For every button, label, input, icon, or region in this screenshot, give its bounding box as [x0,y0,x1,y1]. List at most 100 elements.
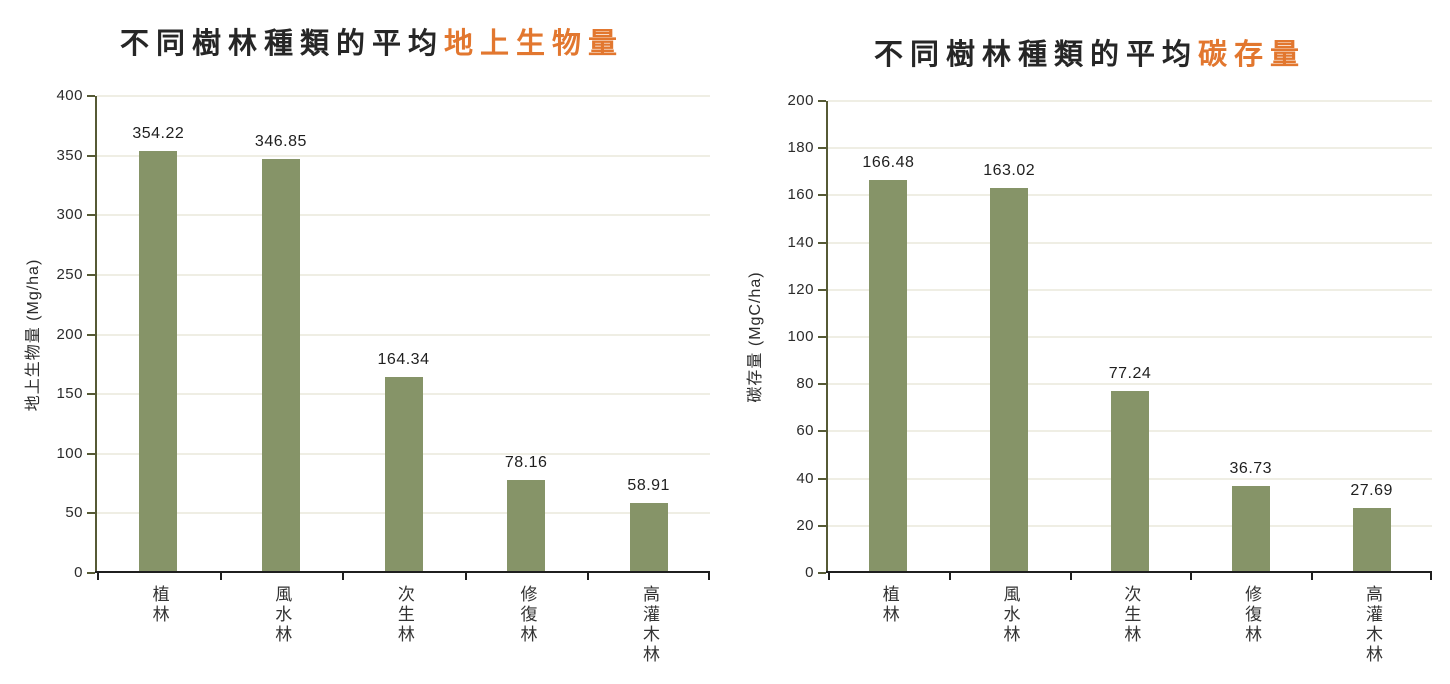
x-tick [708,573,710,580]
y-tick [818,194,826,197]
gridline [97,333,710,336]
x-tick [342,573,345,580]
x-tick [464,573,467,580]
y-tick-label: 120 [787,280,814,298]
category-label: 修復林 [1242,585,1262,645]
bar [507,479,546,573]
y-tick [818,572,826,574]
category-label: 次生林 [394,585,414,645]
category-label: 高灌木林 [1362,585,1382,665]
bar [1231,486,1270,573]
y-tick-label: 200 [787,92,814,109]
gridline [97,273,710,276]
x-tick [219,573,222,580]
y-tick-label: 100 [787,328,814,345]
y-axis-line [826,101,828,573]
biomass-title-highlight: 地上生物量 [444,28,625,60]
y-tick [87,95,95,97]
x-tick [828,573,830,580]
y-tick-label: 350 [56,146,83,164]
bar-value-label: 27.69 [1350,481,1393,499]
y-tick-label: 200 [56,325,83,343]
gridline [828,336,1432,338]
gridline [828,147,1432,150]
bar [629,502,668,573]
bar [869,180,908,573]
y-tick-label: 0 [805,564,814,581]
y-tick-label: 20 [796,516,814,534]
x-tick [948,573,951,580]
y-tick [87,393,95,396]
biomass-plot-area: 354.22 植林 346.85 風水林 164.34 次生林 78.16 修復林 58.91 高… [56,87,710,665]
biomass-chart-title: 不同樹林種類的平均地上生物量 [10,20,734,62]
bar [384,377,423,573]
bar-value-label: 77.24 [1108,364,1152,382]
y-tick [818,147,826,150]
bar-value-label: 164.34 [377,351,430,369]
y-tick [818,336,826,338]
bar-value-label: 346.85 [254,133,307,151]
gridline [97,214,710,217]
x-axis-line [95,571,710,573]
bar [990,188,1029,573]
y-tick [818,100,826,102]
y-tick [818,430,826,433]
x-tick [1311,573,1314,580]
category-label: 修復林 [517,585,537,645]
x-tick [1190,573,1193,580]
y-tick [818,477,826,480]
biomass-title-prefix: 不同樹林種類的平均 [119,28,444,60]
y-tick-label: 100 [56,444,83,462]
bar-value-label: 354.22 [132,124,185,142]
gridline [828,383,1432,386]
bar-value-label: 58.91 [627,476,670,494]
category-label: 植林 [879,585,899,625]
gridline [828,194,1432,197]
y-tick [87,333,95,336]
gridline [97,95,710,97]
bar [1111,390,1149,573]
x-axis-line [826,571,1432,573]
x-tick [97,573,99,580]
category-label: 風水林 [1000,585,1020,645]
y-tick-label: 150 [56,385,83,403]
gridline [828,241,1432,244]
carbon-title-prefix: 不同樹林種類的平均 [873,39,1198,71]
category-label: 次生林 [1121,585,1141,645]
y-tick-label: 60 [796,422,814,440]
bar-value-label: 166.48 [862,154,915,172]
x-tick [587,573,590,580]
category-label: 風水林 [272,585,292,645]
bar-value-label: 78.16 [504,453,548,471]
y-tick [87,214,95,217]
bar [261,159,300,573]
carbon-plot-area: 166.48 植林 163.02 風水林 77.24 次生林 36.73 修復林 27.69 高灌… [787,92,1432,665]
y-tick-label: 180 [787,139,814,157]
y-tick-label: 160 [787,186,814,204]
gridline [828,100,1432,102]
y-tick [818,383,826,386]
y-tick-label: 40 [796,469,814,487]
carbon-chart-title: 不同樹林種類的平均碳存量 [758,31,1422,73]
bar [139,150,178,573]
bar-value-label: 36.73 [1229,460,1273,478]
carbon-title-highlight: 碳存量 [1198,39,1307,71]
y-tick [87,452,95,455]
gridline [97,154,710,157]
y-axis-line [95,96,97,573]
y-tick [818,288,826,291]
gridline [828,288,1432,291]
category-label: 植林 [149,585,169,625]
y-tick [818,241,826,244]
bar-value-label: 163.02 [983,162,1036,180]
y-tick-label: 400 [56,87,83,104]
y-tick [87,572,95,574]
y-tick-label: 300 [56,206,83,224]
bar [1352,507,1391,573]
y-tick-label: 140 [787,233,814,251]
y-tick-label: 250 [56,265,83,283]
y-tick-label: 50 [65,504,83,522]
x-tick [1430,573,1432,580]
y-tick-label: 0 [74,564,83,581]
y-tick [87,273,95,276]
